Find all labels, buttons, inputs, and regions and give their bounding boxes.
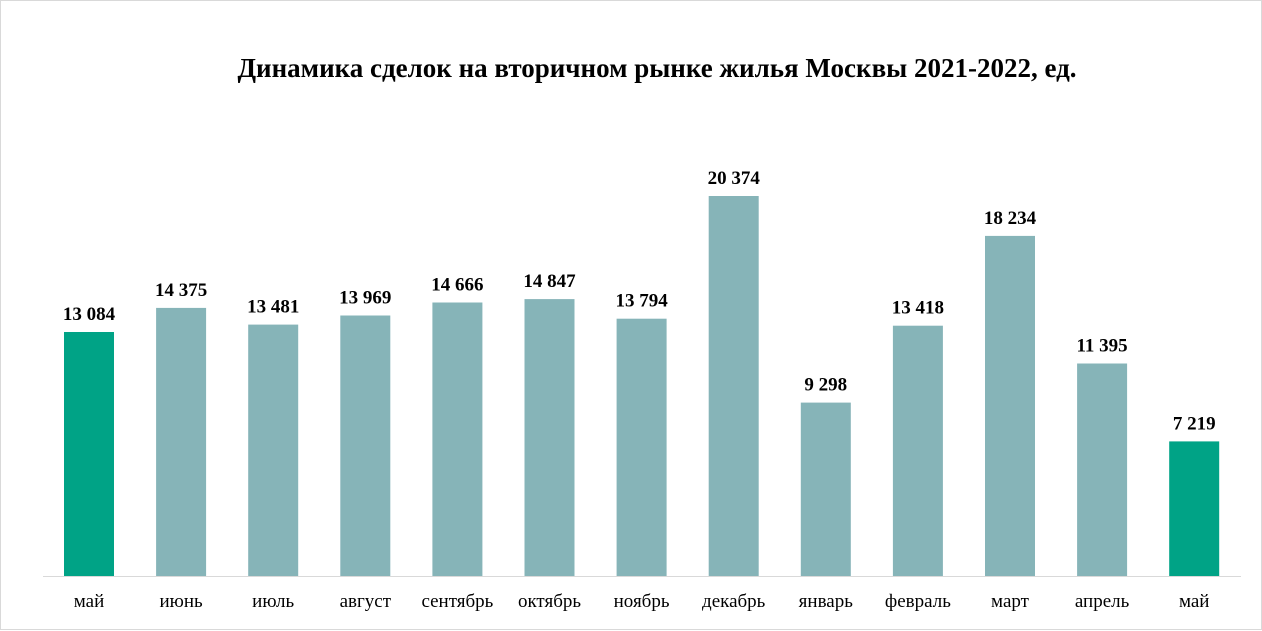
data-label-8: 9 298 bbox=[804, 375, 847, 396]
data-label-4: 14 666 bbox=[431, 275, 483, 296]
bar-3 bbox=[340, 315, 391, 576]
bar-2 bbox=[248, 324, 299, 576]
category-label-10: март bbox=[991, 591, 1030, 612]
data-label-1: 14 375 bbox=[155, 280, 207, 301]
bar-10 bbox=[985, 235, 1035, 576]
bar-8 bbox=[800, 402, 851, 576]
category-label-6: ноябрь bbox=[614, 591, 670, 612]
data-label-0: 13 084 bbox=[63, 304, 116, 325]
category-label-2: июль bbox=[252, 591, 294, 612]
bar-6 bbox=[616, 318, 667, 576]
data-label-11: 11 395 bbox=[1076, 336, 1127, 357]
bar-4 bbox=[432, 302, 483, 576]
data-label-10: 18 234 bbox=[984, 208, 1037, 229]
category-label-9: февраль bbox=[885, 591, 951, 612]
data-label-3: 13 969 bbox=[339, 288, 391, 309]
chart-title: Динамика сделок на вторичном рынке жилья… bbox=[237, 53, 1077, 83]
category-label-7: декабрь bbox=[702, 591, 766, 612]
data-label-9: 13 418 bbox=[892, 298, 944, 319]
bar-0 bbox=[64, 332, 114, 576]
data-label-12: 7 219 bbox=[1173, 413, 1216, 434]
category-label-12: май bbox=[1179, 591, 1210, 612]
data-label-6: 13 794 bbox=[615, 291, 668, 312]
category-label-11: апрель bbox=[1075, 591, 1130, 612]
data-label-2: 13 481 bbox=[247, 297, 299, 318]
bar-1 bbox=[156, 307, 207, 576]
bar-5 bbox=[524, 299, 575, 576]
category-label-3: август bbox=[340, 591, 392, 612]
data-label-5: 14 847 bbox=[523, 271, 576, 292]
data-label-7: 20 374 bbox=[708, 168, 761, 189]
bar-12 bbox=[1169, 441, 1220, 576]
bar-7 bbox=[708, 196, 759, 576]
category-label-8: январь bbox=[799, 591, 854, 612]
bar-9 bbox=[892, 325, 943, 576]
category-label-5: октябрь bbox=[518, 591, 581, 612]
category-label-4: сентябрь bbox=[421, 591, 493, 612]
category-label-0: май bbox=[74, 591, 105, 612]
category-label-1: июнь bbox=[159, 591, 203, 612]
bar-11 bbox=[1077, 363, 1128, 576]
